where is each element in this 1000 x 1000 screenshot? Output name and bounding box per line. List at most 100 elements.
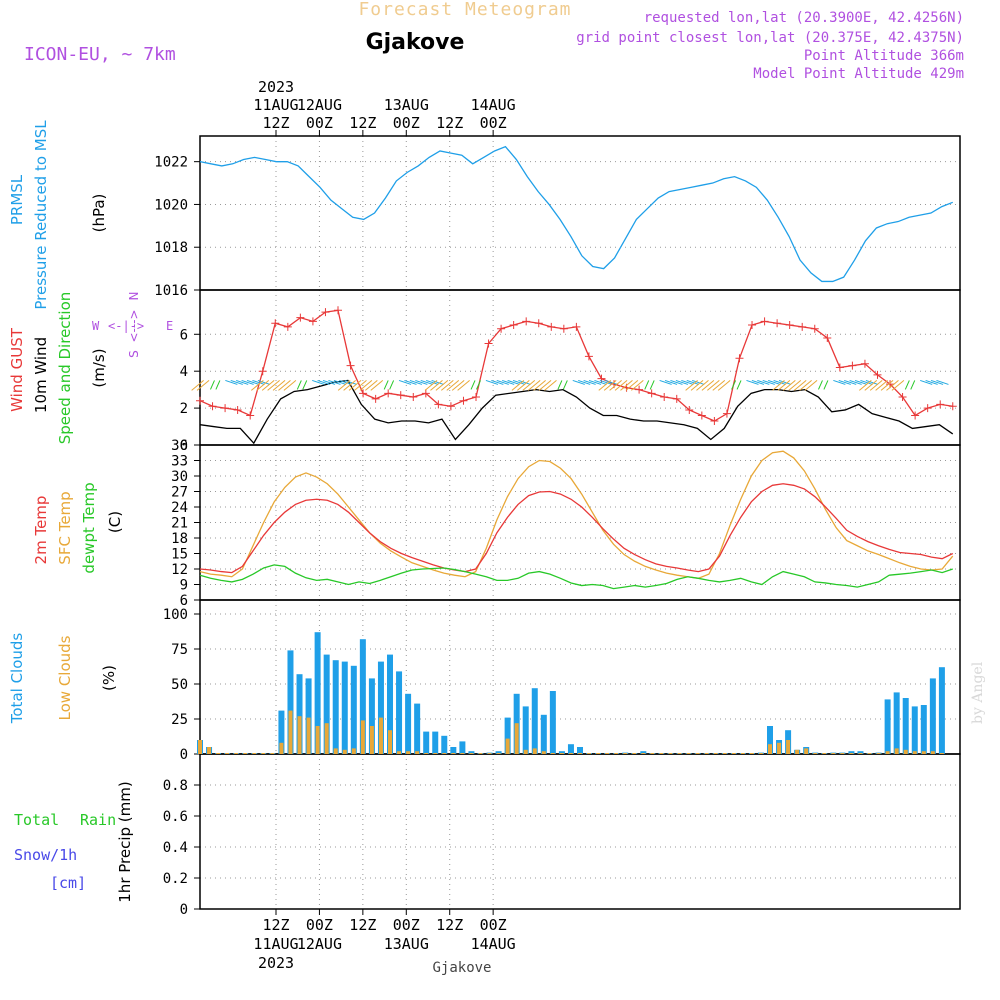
total-cloud-bar bbox=[549, 691, 556, 754]
gust-marker bbox=[948, 402, 957, 411]
gust-marker bbox=[258, 367, 267, 376]
wind-arrow bbox=[773, 379, 786, 385]
sfc-temp-line bbox=[199, 450, 954, 579]
wind-arrow bbox=[236, 379, 249, 385]
footer-location: Gjakove bbox=[432, 960, 491, 976]
wind-arrow bbox=[256, 380, 270, 391]
y-tick-label: 1020 bbox=[154, 197, 188, 213]
wind-arrow bbox=[538, 380, 552, 391]
wind-arrow bbox=[609, 380, 622, 391]
gust-marker bbox=[384, 389, 393, 398]
low-cloud-bar bbox=[351, 748, 356, 754]
low-cloud-bar bbox=[424, 753, 429, 754]
wind-arrow bbox=[930, 379, 944, 385]
wind-arrow bbox=[833, 379, 846, 385]
gust-marker bbox=[371, 394, 380, 403]
wind-arrow bbox=[644, 380, 650, 390]
wind-arrow bbox=[904, 380, 910, 390]
wind-arrow bbox=[370, 380, 384, 391]
wind-arrow bbox=[426, 379, 439, 385]
gust-marker bbox=[509, 321, 518, 330]
wind-arrow bbox=[409, 379, 423, 385]
wind-arrow bbox=[670, 379, 683, 385]
wind-arrow bbox=[788, 380, 802, 391]
wind-arrow bbox=[598, 380, 612, 391]
low-cloud-bar bbox=[541, 751, 546, 754]
wind-arrow bbox=[649, 380, 655, 390]
low-cloud-bar bbox=[930, 751, 935, 754]
dewpt-line bbox=[199, 564, 953, 590]
snow-unit-label: [cm] bbox=[50, 874, 86, 892]
gust-marker bbox=[647, 389, 656, 398]
wind-arrow bbox=[343, 380, 356, 391]
gust-marker bbox=[672, 394, 681, 403]
total-cloud-bar bbox=[414, 703, 421, 754]
gust-marker bbox=[233, 405, 242, 414]
wind-arrow bbox=[625, 380, 639, 391]
gust-marker bbox=[221, 404, 230, 413]
wind-arrow bbox=[333, 379, 347, 385]
gust-marker bbox=[936, 400, 945, 409]
total-cloud-bar bbox=[504, 717, 511, 754]
gust-marker bbox=[522, 317, 531, 326]
wind-arrow bbox=[533, 380, 546, 391]
low-cloud-bar bbox=[623, 753, 628, 754]
wind-arrow bbox=[522, 380, 536, 391]
total-cloud-bar bbox=[522, 706, 529, 754]
low-cloud-bar bbox=[758, 753, 763, 754]
total-cloud-bar bbox=[938, 667, 945, 754]
wind-arrow bbox=[415, 379, 428, 385]
wind-arrow bbox=[869, 380, 883, 391]
low-cloud-bar bbox=[333, 748, 338, 754]
wind-unit: (m/s) bbox=[90, 348, 108, 387]
low-cloud-bar bbox=[668, 753, 673, 754]
total-cloud-bar bbox=[387, 654, 393, 754]
wind-arrow bbox=[252, 379, 265, 385]
wind-arrow bbox=[751, 379, 765, 385]
total-cloud-bar bbox=[911, 706, 918, 754]
low-cloud-bar bbox=[523, 749, 528, 754]
compass-east: E bbox=[166, 319, 173, 333]
low-clouds-label: Low Clouds bbox=[56, 635, 74, 720]
low-cloud-bar bbox=[894, 748, 899, 754]
y-tick-label: 2 bbox=[180, 401, 188, 417]
wind-arrow bbox=[496, 379, 509, 385]
wind-arrow bbox=[359, 380, 373, 391]
gust-marker bbox=[873, 370, 882, 379]
wind-arrow bbox=[431, 379, 444, 385]
wind-arrow bbox=[398, 379, 412, 385]
bottom-time-label: 12Z bbox=[349, 916, 376, 934]
total-cloud-bar bbox=[359, 639, 366, 754]
wind-arrow bbox=[936, 379, 949, 385]
wind-arrow bbox=[261, 380, 275, 391]
total-cloud-bar bbox=[296, 674, 303, 754]
total-clouds-label: Total Clouds bbox=[8, 633, 26, 725]
wind-arrow bbox=[860, 379, 873, 385]
gust-marker bbox=[785, 321, 794, 330]
total-cloud-bar bbox=[287, 650, 294, 754]
y-tick-label: 6 bbox=[180, 593, 188, 609]
wind-arrow bbox=[859, 380, 872, 391]
low-cloud-bar bbox=[768, 744, 772, 754]
wind-arrow bbox=[777, 380, 791, 391]
low-cloud-bar bbox=[225, 753, 230, 754]
bottom-time-label: 11AUG bbox=[253, 935, 298, 953]
total-cloud-bar bbox=[767, 726, 773, 754]
wind-arrow bbox=[527, 380, 541, 391]
gust-marker bbox=[685, 405, 694, 414]
low-cloud-bar bbox=[469, 753, 474, 754]
low-cloud-bar bbox=[686, 753, 691, 754]
location-title: Gjakove bbox=[366, 30, 465, 55]
low-cloud-bar bbox=[442, 753, 447, 754]
panel-frame-clouds bbox=[199, 599, 961, 755]
wind-arrow bbox=[925, 379, 938, 385]
low-cloud-bar bbox=[496, 753, 501, 754]
low-cloud-bar bbox=[867, 753, 872, 754]
low-cloud-bar bbox=[596, 753, 601, 754]
compass-south: S bbox=[127, 350, 141, 358]
wind-arrow bbox=[502, 379, 515, 385]
gust-marker bbox=[584, 352, 593, 361]
total-cloud-bar bbox=[884, 699, 891, 754]
compass-west: W bbox=[92, 319, 100, 333]
wind-arrow bbox=[757, 379, 770, 385]
